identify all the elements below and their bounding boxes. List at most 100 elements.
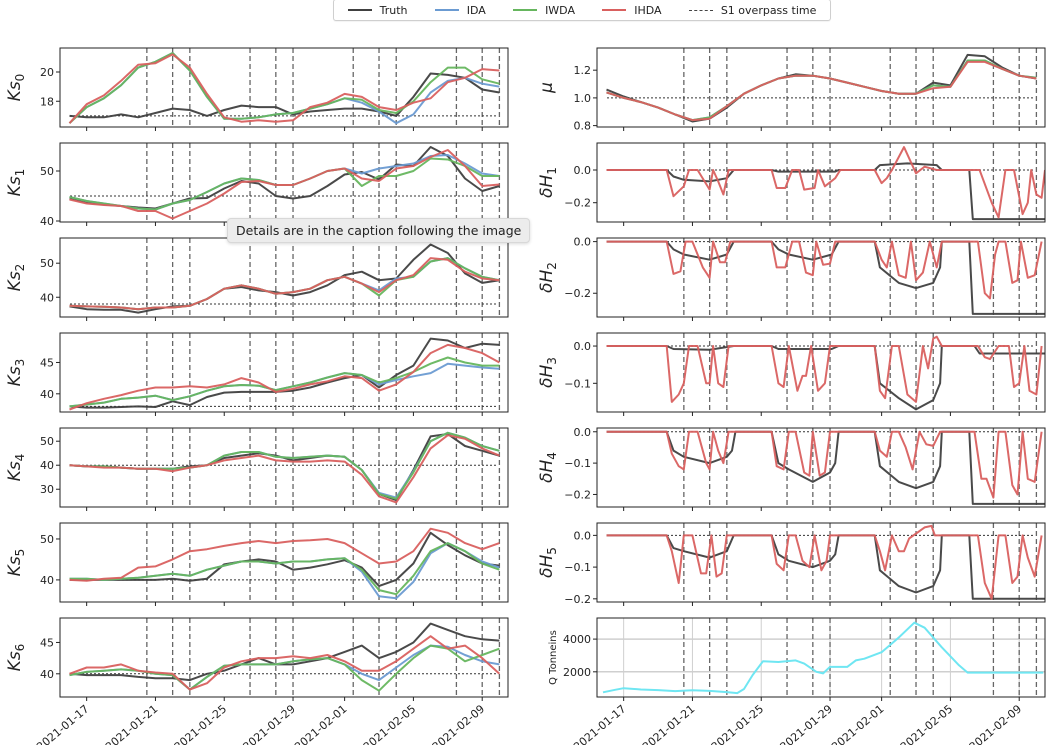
axes-frame: [596, 427, 1046, 508]
x-tick-label: 2021-02-05: [898, 702, 955, 745]
axes-frame: [59, 427, 509, 508]
series-line-ihda: [606, 146, 1045, 219]
legend-item-ida: IDA: [434, 4, 486, 17]
y-tick-label: −0.2: [564, 593, 591, 606]
y-tick-label: 1.0: [574, 92, 592, 105]
y-tick-label: 0.0: [574, 236, 592, 249]
y-axis-label-subscript: 5: [545, 547, 559, 555]
y-axis-label: Ks4: [5, 454, 27, 482]
series-line-q: [602, 621, 1044, 695]
legend-item-s1-overpass: S1 overpass time: [688, 4, 816, 17]
y-tick-label: 4000: [563, 633, 591, 646]
y-tick-label: −0.2: [564, 287, 591, 300]
subplot-ks6: 40 45 2021-01-17 2021-01-21 2021-01-25 2021-0…: [5, 617, 509, 745]
y-axis-label-subscript: 1: [13, 169, 27, 177]
series-line-iwda: [69, 356, 500, 408]
y-axis-label-text: Q Tonneins: [548, 630, 559, 685]
y-axis-label: Q Tonneins: [548, 630, 559, 685]
series-line-ihda: [69, 527, 500, 582]
y-axis-label-subscript: 5: [13, 549, 27, 557]
plot-area: [606, 143, 1045, 222]
series-line-truth: [606, 53, 1037, 123]
series-line-iwda: [606, 59, 1037, 122]
plot-area: [606, 523, 1045, 602]
series-line-ihda: [606, 430, 1043, 499]
y-axis-label: Ks1: [5, 169, 27, 197]
x-tick-label: 2021-01-21: [103, 702, 160, 745]
y-tick-label: 50: [40, 257, 54, 270]
legend-swatch-iwda: [513, 9, 538, 11]
y-tick-label: 50: [40, 533, 54, 546]
y-tick-label: 30: [40, 483, 54, 496]
legend-label: IHDA: [634, 3, 662, 17]
subplot-ks5: 40 50 Ks5: [5, 522, 509, 606]
series-line-ihda: [606, 60, 1037, 122]
series-line-ida: [606, 59, 1037, 122]
y-axis-label-text: Ks: [5, 81, 25, 101]
y-tick-label: 50: [40, 435, 54, 448]
plot-area: [69, 238, 501, 317]
series-line-truth: [69, 72, 500, 119]
y-tick-label: 50: [40, 165, 54, 178]
y-axis-label-subscript: 6: [13, 644, 27, 652]
legend: Truth IDA IWDA IHDA S1 overpass time: [333, 0, 831, 21]
series-line-ihda: [69, 257, 500, 311]
plot-area: [69, 523, 501, 602]
y-axis-label: δH4: [537, 452, 559, 483]
axes-frame: [59, 332, 509, 413]
plot-area: [606, 333, 1045, 412]
series-line-ihda: [69, 149, 500, 220]
axes-frame: [596, 237, 1046, 318]
series-line-ida: [69, 154, 500, 211]
y-axis-label-text: δH: [537, 555, 557, 578]
plot-area: [69, 143, 501, 222]
axes-frame: [59, 47, 509, 128]
y-axis-label: δH1: [537, 167, 559, 198]
series-line-iwda: [68, 52, 500, 124]
subplot-q: 2000 4000 2021-01-17 2021-01-21 2021-01-25 20…: [548, 617, 1046, 745]
plot-area: [69, 618, 501, 697]
y-axis-label-subscript: 0: [13, 74, 27, 82]
x-tick-label: 2021-01-25: [709, 702, 766, 745]
y-axis-label: Ks6: [5, 644, 27, 672]
y-tick-label: 20: [40, 66, 54, 79]
y-axis-label-subscript: 4: [13, 454, 27, 462]
y-axis-label-text: δH: [537, 270, 557, 293]
series-line-iwda: [69, 257, 500, 311]
y-axis-label-subscript: 2: [13, 264, 27, 272]
plot-area: [597, 618, 1045, 697]
axes-frame: [59, 617, 509, 698]
y-tick-label: 40: [40, 291, 54, 304]
series-line-iwda: [69, 431, 500, 500]
series-line-ihda: [69, 635, 501, 691]
y-axis-label-text: Ks: [5, 366, 25, 386]
subplot-ks0: 18 20 Ks0: [5, 47, 509, 131]
subplot-dh4: −0.2 −0.1 0.0 δH4: [537, 426, 1046, 511]
plot-area: [606, 48, 1038, 127]
x-tick-label: 2021-01-25: [172, 702, 229, 745]
y-axis-label-subscript: 3: [13, 359, 27, 367]
y-axis-label-subscript: 2: [545, 262, 559, 270]
subplot-dh2: −0.2 0.0 δH2: [537, 236, 1046, 321]
subplot-ks2: 40 50 Ks2: [5, 237, 509, 321]
plot-area: [69, 428, 501, 507]
legend-label: IWDA: [545, 3, 575, 17]
y-axis-label-text: Ks: [5, 651, 25, 671]
subplot-mu: 0.8 1.0 1.2 μ: [537, 47, 1046, 133]
y-tick-label: 1.2: [574, 64, 592, 77]
y-axis-label: Ks2: [5, 264, 27, 292]
legend-item-iwda: IWDA: [513, 4, 575, 17]
y-tick-label: −0.2: [564, 488, 591, 501]
legend-swatch-overpass: [688, 9, 713, 11]
y-tick-label: −0.1: [564, 457, 591, 470]
axes-frame: [596, 332, 1046, 413]
series-line-truth: [69, 622, 500, 682]
y-tick-label: 40: [40, 574, 54, 587]
subplot-dh5: −0.2 −0.1 0.0 δH5: [537, 522, 1046, 606]
y-axis-label-text: Ks: [5, 556, 25, 576]
y-tick-label: 2000: [563, 666, 591, 679]
y-tick-label: 40: [40, 388, 54, 401]
x-tick-label: 2021-02-05: [361, 702, 418, 745]
y-axis-label-text: δH: [537, 365, 557, 388]
y-axis-label: μ: [537, 82, 557, 94]
